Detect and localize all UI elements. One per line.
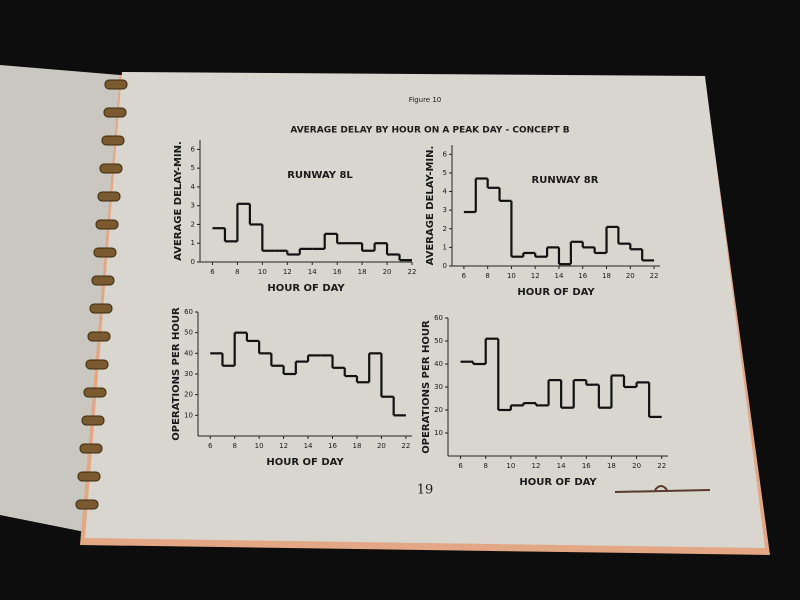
x-tick-label: 12 <box>531 272 540 280</box>
y-tick-label: 40 <box>434 360 443 368</box>
y-tick-label: 40 <box>184 349 193 357</box>
x-tick-label: 6 <box>462 272 467 280</box>
y-tick-label: 0 <box>443 262 447 270</box>
y-tick-label: 3 <box>443 206 447 214</box>
y-axis-label: AVERAGE DELAY-MIN. <box>173 141 184 261</box>
y-tick-label: 1 <box>443 243 447 251</box>
y-tick-label: 60 <box>184 308 193 316</box>
right-page <box>85 72 765 548</box>
x-tick-label: 8 <box>483 462 487 470</box>
x-tick-label: 8 <box>232 442 236 450</box>
y-tick-label: 30 <box>434 383 443 391</box>
x-tick-label: 16 <box>578 272 587 280</box>
x-tick-label: 22 <box>650 272 659 280</box>
x-tick-label: 18 <box>607 462 616 470</box>
y-tick-label: 6 <box>443 150 448 158</box>
y-tick-label: 10 <box>184 411 193 419</box>
x-tick-label: 18 <box>358 268 367 276</box>
y-axis-label: AVERAGE DELAY-MIN. <box>425 146 436 266</box>
x-tick-label: 14 <box>308 268 317 276</box>
x-tick-label: 22 <box>657 462 666 470</box>
x-tick-label: 22 <box>408 268 417 276</box>
y-tick-label: 20 <box>434 406 443 414</box>
y-axis-label: OPERATIONS PER HOUR <box>421 320 432 454</box>
x-tick-label: 10 <box>506 462 515 470</box>
x-tick-label: 22 <box>401 442 410 450</box>
chart-title: RUNWAY 8R <box>532 175 599 186</box>
x-axis-label: HOUR OF DAY <box>517 287 595 298</box>
x-tick-label: 14 <box>557 462 566 470</box>
x-tick-label: 6 <box>210 268 215 276</box>
figure-label: Figure 10 <box>409 96 442 104</box>
x-tick-label: 12 <box>283 268 292 276</box>
x-tick-label: 14 <box>555 272 564 280</box>
x-tick-label: 18 <box>602 272 611 280</box>
y-tick-label: 1 <box>191 239 195 247</box>
y-tick-label: 10 <box>434 429 443 437</box>
y-axis-label: OPERATIONS PER HOUR <box>171 307 182 441</box>
y-tick-label: 0 <box>191 258 195 266</box>
x-tick-label: 6 <box>208 442 213 450</box>
x-tick-label: 16 <box>328 442 337 450</box>
x-tick-label: 20 <box>383 268 392 276</box>
figure-title: AVERAGE DELAY BY HOUR ON A PEAK DAY - CO… <box>290 126 569 136</box>
page-number: 19 <box>417 483 434 498</box>
logo-mark <box>614 485 711 493</box>
spiral-binding <box>75 79 128 510</box>
y-tick-label: 50 <box>184 329 193 337</box>
y-tick-label: 6 <box>191 145 196 153</box>
y-tick-label: 50 <box>434 337 443 345</box>
x-tick-label: 6 <box>458 462 463 470</box>
y-tick-label: 2 <box>191 220 195 228</box>
x-tick-label: 20 <box>377 442 386 450</box>
x-tick-label: 16 <box>582 462 591 470</box>
x-tick-label: 16 <box>333 268 342 276</box>
x-tick-label: 10 <box>258 268 267 276</box>
y-tick-label: 5 <box>191 164 195 172</box>
y-tick-label: 20 <box>184 391 193 399</box>
y-tick-label: 60 <box>434 314 443 322</box>
y-tick-label: 30 <box>184 370 193 378</box>
y-tick-label: 5 <box>443 169 447 177</box>
x-tick-label: 20 <box>632 462 641 470</box>
x-tick-label: 14 <box>304 442 313 450</box>
x-tick-label: 10 <box>255 442 264 450</box>
x-tick-label: 12 <box>532 462 541 470</box>
y-tick-label: 4 <box>443 188 448 196</box>
x-tick-label: 20 <box>626 272 635 280</box>
x-tick-label: 10 <box>507 272 516 280</box>
x-tick-label: 18 <box>353 442 362 450</box>
x-tick-label: 12 <box>279 442 288 450</box>
y-tick-label: 4 <box>191 183 196 191</box>
x-axis-label: HOUR OF DAY <box>267 283 345 294</box>
chart-title: RUNWAY 8L <box>287 170 353 181</box>
x-axis-label: HOUR OF DAY <box>266 457 344 468</box>
y-tick-label: 3 <box>191 202 195 210</box>
x-axis-label: HOUR OF DAY <box>519 477 597 488</box>
x-tick-label: 8 <box>235 268 239 276</box>
x-tick-label: 8 <box>485 272 489 280</box>
y-tick-label: 2 <box>443 225 447 233</box>
